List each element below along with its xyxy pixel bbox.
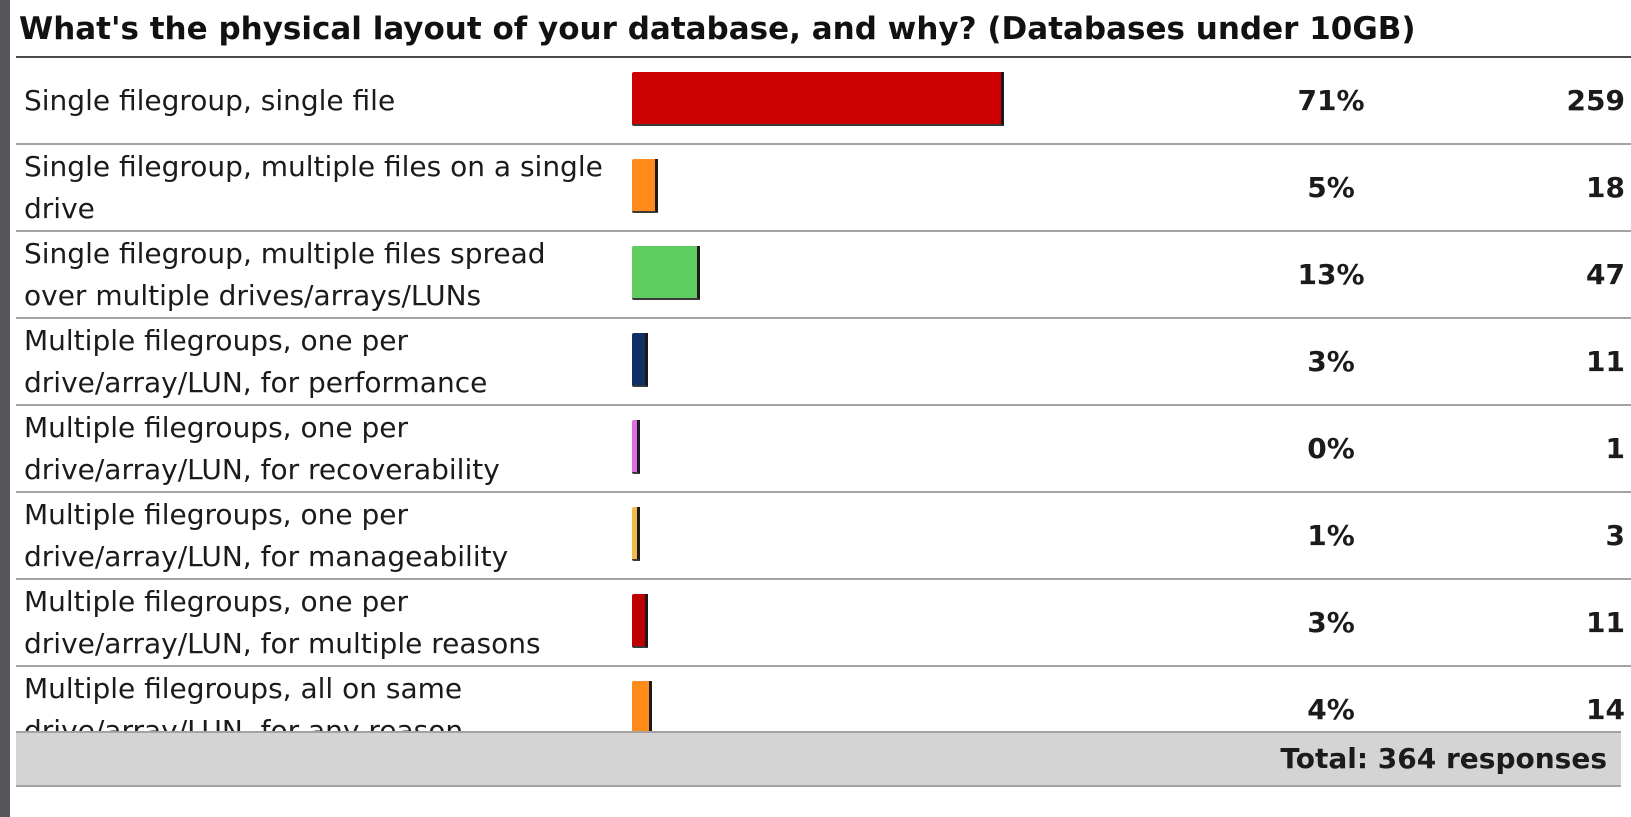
percent-label: 4%: [1307, 693, 1355, 726]
option-label: Multiple filegroups, one per drive/array…: [24, 410, 500, 486]
percent-label: 13%: [1297, 258, 1365, 291]
count-label: 14: [1586, 693, 1625, 726]
bar-track: [632, 232, 1232, 317]
option-label: Multiple filegroups, one per drive/array…: [24, 323, 488, 399]
result-bar: [632, 420, 640, 474]
count-label: 3: [1605, 519, 1625, 552]
count-label: 11: [1586, 606, 1625, 639]
result-bar: [632, 594, 648, 648]
percent-label: 1%: [1307, 519, 1355, 552]
percent-label: 0%: [1307, 432, 1355, 465]
count-label: 259: [1566, 84, 1625, 117]
total-label: Total: 364 responses: [1280, 742, 1607, 775]
option-label: Multiple filegroups, one per drive/array…: [24, 584, 541, 660]
poll-row: Single filegroup, multiple files spread …: [16, 230, 1631, 317]
poll-row: Single filegroup, multiple files on a si…: [16, 143, 1631, 230]
poll-row: Multiple filegroups, one per drive/array…: [16, 578, 1631, 665]
result-bar: [632, 681, 652, 735]
result-bar: [632, 507, 640, 561]
count-label: 47: [1586, 258, 1625, 291]
option-label: Single filegroup, single file: [24, 83, 396, 117]
poll-row: Multiple filegroups, one per drive/array…: [16, 491, 1631, 578]
result-bar: [632, 72, 1004, 126]
option-label: Single filegroup, multiple files spread …: [24, 236, 546, 312]
percent-label: 3%: [1307, 345, 1355, 378]
bar-track: [632, 319, 1232, 404]
bar-track: [632, 580, 1232, 665]
result-bar: [632, 159, 658, 213]
bar-track: [632, 493, 1232, 578]
result-bar: [632, 246, 700, 300]
count-label: 1: [1605, 432, 1625, 465]
chart-title: What's the physical layout of your datab…: [19, 11, 1416, 47]
poll-row: Multiple filegroups, one per drive/array…: [16, 317, 1631, 404]
count-label: 18: [1586, 171, 1625, 204]
poll-panel: What's the physical layout of your datab…: [10, 0, 1631, 817]
total-footer: Total: 364 responses: [16, 731, 1621, 787]
option-label: Single filegroup, multiple files on a si…: [24, 149, 603, 225]
percent-label: 3%: [1307, 606, 1355, 639]
percent-label: 5%: [1307, 171, 1355, 204]
poll-row: Multiple filegroups, one per drive/array…: [16, 404, 1631, 491]
bar-track: [632, 145, 1232, 230]
option-label: Multiple filegroups, one per drive/array…: [24, 497, 509, 573]
bar-track: [632, 58, 1232, 143]
poll-rows: Single filegroup, single file 71% 259 Singl…: [16, 56, 1631, 752]
count-label: 11: [1586, 345, 1625, 378]
percent-label: 71%: [1297, 84, 1365, 117]
bar-track: [632, 406, 1232, 491]
poll-row: Single filegroup, single file 71% 259: [16, 56, 1631, 143]
result-bar: [632, 333, 648, 387]
